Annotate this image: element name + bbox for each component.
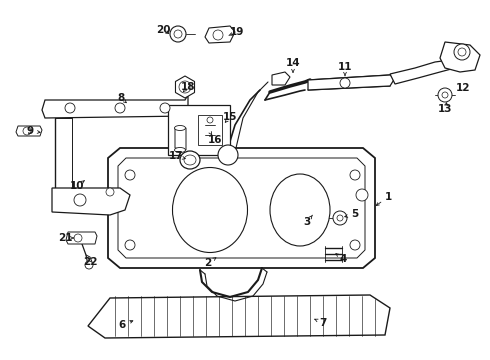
Circle shape: [340, 78, 350, 88]
Ellipse shape: [184, 155, 196, 165]
Text: 19: 19: [230, 27, 244, 37]
Text: 3: 3: [303, 217, 311, 227]
Circle shape: [74, 194, 86, 206]
Circle shape: [160, 103, 170, 113]
Polygon shape: [198, 115, 222, 145]
Text: 5: 5: [351, 209, 359, 219]
Circle shape: [218, 145, 238, 165]
Circle shape: [125, 240, 135, 250]
Circle shape: [442, 92, 448, 98]
Polygon shape: [440, 42, 480, 72]
Text: 14: 14: [286, 58, 300, 68]
Circle shape: [350, 240, 360, 250]
Text: 6: 6: [119, 320, 125, 330]
Circle shape: [350, 170, 360, 180]
Text: 1: 1: [384, 192, 392, 202]
Circle shape: [356, 189, 368, 201]
Polygon shape: [175, 128, 186, 150]
Circle shape: [106, 188, 114, 196]
Circle shape: [125, 170, 135, 180]
Circle shape: [23, 127, 31, 135]
Circle shape: [213, 30, 223, 40]
Circle shape: [74, 234, 82, 242]
Text: 8: 8: [118, 93, 124, 103]
Circle shape: [333, 211, 347, 225]
Circle shape: [454, 44, 470, 60]
Polygon shape: [175, 76, 195, 98]
Polygon shape: [42, 95, 188, 118]
Polygon shape: [205, 26, 235, 43]
Text: 11: 11: [338, 62, 352, 72]
Text: 9: 9: [26, 126, 33, 136]
Polygon shape: [272, 72, 290, 85]
Polygon shape: [16, 126, 42, 136]
Circle shape: [207, 117, 213, 123]
Polygon shape: [66, 232, 97, 244]
Circle shape: [65, 103, 75, 113]
Circle shape: [85, 261, 93, 269]
Ellipse shape: [180, 151, 200, 169]
Circle shape: [170, 26, 186, 42]
Circle shape: [458, 48, 466, 56]
Circle shape: [174, 30, 182, 38]
Text: 17: 17: [169, 151, 183, 161]
Polygon shape: [118, 158, 365, 258]
Circle shape: [337, 215, 343, 221]
Circle shape: [179, 81, 191, 93]
Ellipse shape: [174, 148, 186, 153]
Polygon shape: [52, 188, 130, 215]
Text: 12: 12: [456, 83, 470, 93]
Text: 7: 7: [319, 318, 327, 328]
Bar: [168, 105, 230, 155]
Ellipse shape: [270, 174, 330, 246]
Text: 22: 22: [83, 257, 97, 267]
Ellipse shape: [174, 126, 186, 130]
Circle shape: [115, 103, 125, 113]
Text: 16: 16: [208, 135, 222, 145]
Text: 21: 21: [58, 233, 72, 243]
Polygon shape: [88, 295, 390, 338]
Text: 10: 10: [70, 181, 84, 191]
Text: 18: 18: [181, 82, 195, 92]
Text: 20: 20: [156, 25, 170, 35]
Text: 15: 15: [223, 112, 237, 122]
Ellipse shape: [172, 167, 247, 252]
Text: 4: 4: [339, 254, 347, 264]
Circle shape: [438, 88, 452, 102]
Text: 13: 13: [438, 104, 452, 114]
Text: 2: 2: [204, 258, 212, 268]
Polygon shape: [390, 60, 455, 84]
Polygon shape: [308, 75, 395, 90]
Polygon shape: [108, 148, 375, 268]
